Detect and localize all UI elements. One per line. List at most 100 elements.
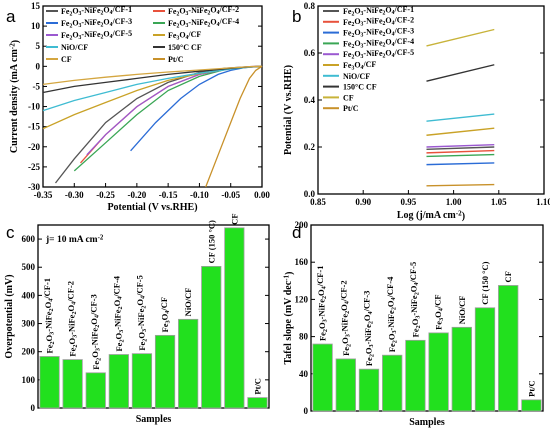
panel-c-bar xyxy=(247,397,268,409)
panel-a-ytick-label: -30 xyxy=(28,182,40,192)
panel-c-bar-label: Fe2​O3​-NiFe2​O4​/CF-3 xyxy=(88,294,102,370)
panel-d-ylabel: Tafel slope (mV dec-1​) xyxy=(282,272,295,365)
panel-b-xtick-label: 1.10 xyxy=(536,197,550,207)
panel-label-d: d xyxy=(292,223,301,242)
panel-d-bar-label: Fe2​O3​-NiFe2​O4​/CF-4 xyxy=(385,276,399,352)
panel-a-ytick-label: -10 xyxy=(28,102,40,112)
panel-b-legend-label: Fe3​O4​/CF xyxy=(343,60,376,72)
panel-label-b: b xyxy=(292,7,301,26)
panel-a-xtick-label: -0.35 xyxy=(34,190,53,200)
panel-label-a: a xyxy=(6,7,16,26)
panel-b-ytick-label: 0.6 xyxy=(304,48,316,58)
panel-d-frame xyxy=(310,224,544,412)
panel-c-annotation: j= 10 mA cm-2​ xyxy=(45,235,104,245)
panel-b-series-line xyxy=(426,149,495,154)
panel-c-bar xyxy=(201,265,222,409)
panel-a-xtick-label: -0.10 xyxy=(190,190,209,200)
panel-c-frame xyxy=(37,224,270,409)
panel-c-bar-label: Pt/C xyxy=(252,378,262,395)
panel-b-xtick-label: 1.00 xyxy=(446,197,462,207)
panel-c-bar xyxy=(154,334,176,409)
panel-c-bar-label: Fe3​O4​/CF xyxy=(159,297,172,332)
panel-c-xlabel: Samples xyxy=(136,414,172,425)
panel-b-series-line xyxy=(426,153,495,158)
panel-b-series-line xyxy=(426,127,495,136)
panel-b-series-line xyxy=(426,113,495,122)
panel-d-ytick-label: 80 xyxy=(299,332,309,342)
panel-a-xtick-label: -0.05 xyxy=(221,190,240,200)
panel-d-bar-label: CF (150 °C) xyxy=(480,261,490,304)
panel-a-legend-label: Fe2​O3​-NiFe2​O4​/CF-4 xyxy=(168,17,239,30)
panel-b-series-line xyxy=(426,28,495,47)
panel-a-ytick-label: 15 xyxy=(31,1,41,11)
panel-a-legend-label: Fe2​O3​-NiFe2​O4​/CF-3 xyxy=(61,17,132,30)
panel-d-ytick-label: 120 xyxy=(295,294,309,304)
panel-b-series-line xyxy=(426,183,495,187)
panel-a-ylabel: Current density (mA cm-2​) xyxy=(8,40,21,153)
panel-c-bar xyxy=(39,356,60,409)
panel-c-bar-label: Fe2​O3​-NiFe2​O4​/CF-2 xyxy=(65,281,79,357)
panel-b-legend-label: CF xyxy=(343,93,354,102)
panel-b-legend-label: NiO/CF xyxy=(343,72,370,81)
panel-a-frame xyxy=(42,5,263,188)
panel-c-bar-label: Fe2​O3​-NiFe2​O4​/CF-1 xyxy=(42,278,56,354)
panel-a-line-chart: -30 -25 -20 -15 -10 -5 0 5 10 15 -0.35 -0.30 -0.25 -0… xyxy=(8,1,270,213)
panel-a-xtick-label: -0.30 xyxy=(65,190,84,200)
panel-c-ytick-label: 200 xyxy=(22,347,36,357)
panel-c-bar xyxy=(224,227,245,409)
panel-d-ytick-label: 200 xyxy=(295,220,309,230)
panel-b-xtick-label: 0.90 xyxy=(355,197,371,207)
panel-b-xtick-label: 0.95 xyxy=(401,197,417,207)
panel-d-bar xyxy=(405,339,426,412)
panel-a-xtick-label: -0.25 xyxy=(96,190,115,200)
panel-d-ytick-label: 160 xyxy=(295,257,309,267)
panel-c-ytick-label: 600 xyxy=(22,234,36,244)
panel-a-xtick-label: -0.15 xyxy=(159,190,178,200)
panel-a-legend-label: Fe2​O3​-NiFe2​O4​/CF-5 xyxy=(61,29,132,42)
panel-c-bar-label: CF xyxy=(229,213,239,224)
panel-a-ytick-label: -25 xyxy=(28,162,40,172)
panel-b-ytick-label: 0.8 xyxy=(304,1,316,11)
panel-b-xtick-label: 0.85 xyxy=(310,197,326,207)
panel-c-bar xyxy=(85,372,106,409)
panel-d-ytick-label: 0 xyxy=(304,406,309,416)
panel-a-legend-label: 150°C CF xyxy=(168,43,202,52)
panel-a-ytick-label: -5 xyxy=(33,81,41,91)
panel-c-bar-label: NiO/CF xyxy=(183,288,193,317)
panel-c-bar-label: Fe2​O3​-NiFe2​O4​/CF-4 xyxy=(111,275,125,351)
panel-b-legend-label: Fe2​O3​-NiFe2​O4​/CF-4 xyxy=(343,37,414,50)
panel-label-c: c xyxy=(6,223,15,242)
panel-d-bar-label: Fe2​O3​-NiFe2​O4​/CF-2 xyxy=(338,280,352,356)
panel-d-bar-label: Fe2​O3​-NiFe2​O4​/CF-3 xyxy=(362,291,376,367)
panel-a-series-line xyxy=(42,65,263,130)
panel-a-legend-label: Fe2​O3​-NiFe2​O4​/CF-1 xyxy=(61,5,132,18)
panel-b-ytick-label: 0.4 xyxy=(304,95,316,105)
panel-d-bar xyxy=(358,368,380,412)
panel-a-series-line xyxy=(130,65,263,152)
panel-d-bar-label: NiO/CF xyxy=(457,295,467,324)
panel-d-bar xyxy=(335,358,356,412)
panel-c-bar xyxy=(108,354,129,409)
panel-b-xtick-label: 1.05 xyxy=(491,197,507,207)
panel-d-bar xyxy=(312,343,333,412)
panel-b-legend-label: 150°C CF xyxy=(343,83,377,92)
panel-a-legend-label: NiO/CF xyxy=(61,43,88,52)
panel-a-ytick-label: -15 xyxy=(28,122,40,132)
panel-a-series-line xyxy=(205,65,263,188)
panel-d-bar xyxy=(521,399,542,412)
panel-b-ylabel: Potential (V vs.RHE) xyxy=(283,65,294,155)
panel-c-overpotential-bar-chart: 0 100 200 300 400 500 600 Fe2​O3​-NiFe2​O4​/CF-… xyxy=(4,213,270,425)
panel-d-tafel-slope-bar-chart: 0 40 80 120 160 200 Fe2​O3​-NiFe2​O4​/CF-1 Fe2​… xyxy=(282,220,544,428)
panel-b-series-line xyxy=(426,146,495,151)
panel-d-ytick-label: 40 xyxy=(299,369,309,379)
panel-d-bar-label: Fe2​O3​-NiFe2​O4​/CF-5 xyxy=(408,262,422,338)
panel-b-ytick-label: 0.0 xyxy=(304,189,316,199)
panel-c-ytick-label: 100 xyxy=(22,375,36,385)
panel-a-ytick-label: 0 xyxy=(36,61,41,71)
panel-d-xlabel: Samples xyxy=(409,417,445,428)
panel-b-legend-label: Fe2​O3​-NiFe2​O4​/CF-2 xyxy=(343,16,414,29)
panel-a-xtick-label: 0.00 xyxy=(254,190,270,200)
panel-d-bar-label: Fe2​O3​-NiFe2​O4​/CF-1 xyxy=(315,265,329,341)
panel-a-xlabel: Potential (V vs.RHE) xyxy=(107,202,197,213)
